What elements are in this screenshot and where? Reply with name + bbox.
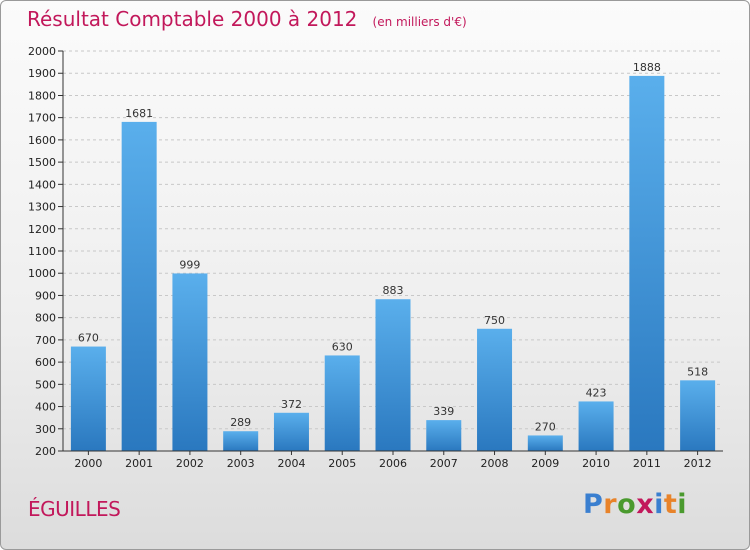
bar (121, 121, 157, 451)
y-tick-label: 1900 (28, 67, 56, 80)
chart-title-unit: (en milliers d'€) (372, 15, 467, 29)
bar-value-label: 670 (78, 332, 99, 345)
y-tick-label: 200 (35, 445, 56, 458)
bar-value-label: 630 (332, 340, 353, 353)
logo-letter: t (663, 489, 678, 520)
y-tick-label: 1400 (28, 178, 56, 191)
x-tick-label: 2003 (227, 457, 255, 470)
y-tick-label: 600 (35, 356, 56, 369)
bar-value-label: 1888 (633, 61, 661, 74)
y-tick-label: 800 (35, 312, 56, 325)
y-tick-label: 300 (35, 423, 56, 436)
y-tick-label: 2000 (28, 45, 56, 58)
y-tick-label: 1500 (28, 156, 56, 169)
y-tick-label: 1100 (28, 245, 56, 258)
bar (578, 401, 614, 451)
y-tick-label: 1600 (28, 134, 56, 147)
bar (223, 431, 259, 451)
bar-value-label: 518 (687, 365, 708, 378)
y-tick-label: 1700 (28, 112, 56, 125)
bar-value-label: 372 (281, 398, 302, 411)
x-tick-label: 2004 (277, 457, 305, 470)
bar-value-label: 270 (535, 420, 556, 433)
bar (324, 355, 360, 451)
logo-letter: o (617, 489, 637, 520)
bar-value-label: 289 (230, 416, 251, 429)
bar-value-label: 750 (484, 314, 505, 327)
logo-letter: i (654, 489, 664, 520)
proxiti-logo: Proxiti (583, 489, 687, 520)
x-tick-label: 2008 (481, 457, 509, 470)
x-tick-label: 2012 (684, 457, 712, 470)
y-tick-label: 1800 (28, 89, 56, 102)
bar (477, 328, 513, 451)
x-tick-label: 2009 (531, 457, 559, 470)
bars: 670 1681 999 289 372 630 883 339 750 270 423 1888 51… (70, 61, 716, 451)
commune-name: ÉGUILLES (28, 497, 121, 521)
axes: 200 300 400 500 600 700 800 900 1000 1100 1200 1300… (28, 45, 723, 470)
chart-title: Résultat Comptable 2000 à 2012 (en milli… (27, 7, 467, 31)
bar (273, 412, 309, 451)
y-tick-label: 1300 (28, 201, 56, 214)
x-tick-label: 2000 (74, 457, 102, 470)
logo-letter: P (583, 489, 604, 520)
y-tick-label: 1000 (28, 267, 56, 280)
x-tick-label: 2005 (328, 457, 356, 470)
x-tick-label: 2006 (379, 457, 407, 470)
bar (426, 420, 462, 451)
bar (375, 299, 411, 451)
bar-value-label: 339 (433, 405, 454, 418)
bar-value-label: 883 (383, 284, 404, 297)
x-tick-label: 2010 (582, 457, 610, 470)
bar (527, 435, 563, 451)
bar (172, 273, 208, 451)
bar-value-label: 423 (586, 386, 607, 399)
chart-title-main: Résultat Comptable 2000 à 2012 (27, 7, 358, 31)
bar (680, 380, 716, 451)
bar-value-label: 999 (179, 258, 200, 271)
x-tick-label: 2011 (633, 457, 661, 470)
y-tick-label: 1200 (28, 223, 56, 236)
x-tick-label: 2002 (176, 457, 204, 470)
logo-letter: x (636, 489, 655, 520)
y-tick-label: 500 (35, 378, 56, 391)
y-tick-label: 900 (35, 289, 56, 302)
bar (629, 75, 665, 451)
y-tick-label: 700 (35, 334, 56, 347)
x-tick-label: 2001 (125, 457, 153, 470)
logo-letter: r (603, 489, 618, 520)
logo-letter: i (677, 489, 688, 520)
bar-value-label: 1681 (125, 107, 153, 120)
y-tick-label: 400 (35, 401, 56, 414)
x-tick-label: 2007 (430, 457, 458, 470)
bar (70, 346, 106, 451)
